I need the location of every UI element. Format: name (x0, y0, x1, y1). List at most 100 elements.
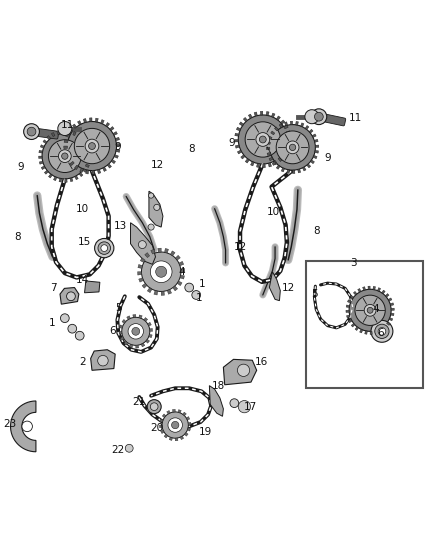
Polygon shape (179, 261, 184, 265)
Polygon shape (161, 430, 164, 433)
Polygon shape (141, 343, 145, 347)
Polygon shape (150, 328, 152, 332)
Polygon shape (239, 122, 244, 126)
Polygon shape (305, 125, 309, 130)
Polygon shape (68, 128, 73, 133)
Polygon shape (65, 179, 67, 182)
Polygon shape (170, 251, 175, 256)
Polygon shape (144, 318, 148, 321)
Text: 7: 7 (50, 282, 57, 293)
Polygon shape (72, 124, 77, 128)
Polygon shape (241, 155, 245, 159)
Polygon shape (180, 275, 184, 279)
Polygon shape (175, 255, 180, 260)
Polygon shape (237, 127, 241, 131)
Polygon shape (59, 179, 62, 182)
Polygon shape (296, 122, 298, 125)
Polygon shape (276, 165, 280, 169)
Circle shape (27, 127, 36, 136)
Polygon shape (184, 433, 188, 436)
Circle shape (371, 320, 393, 342)
Polygon shape (307, 164, 311, 168)
Circle shape (49, 140, 81, 173)
Polygon shape (151, 249, 155, 254)
Polygon shape (269, 157, 273, 161)
Text: 15: 15 (78, 237, 91, 247)
Circle shape (314, 112, 323, 121)
Polygon shape (67, 157, 71, 160)
Polygon shape (83, 168, 87, 173)
Polygon shape (145, 253, 150, 257)
Polygon shape (260, 111, 263, 115)
Polygon shape (114, 155, 118, 158)
Polygon shape (41, 166, 45, 169)
Polygon shape (47, 135, 51, 140)
Polygon shape (138, 264, 142, 269)
Text: 19: 19 (198, 427, 212, 437)
Polygon shape (298, 169, 300, 173)
Polygon shape (245, 159, 249, 163)
Polygon shape (124, 341, 128, 345)
Circle shape (132, 327, 140, 335)
Circle shape (141, 252, 181, 292)
Polygon shape (159, 425, 162, 428)
Polygon shape (147, 288, 152, 293)
Text: 18: 18 (212, 381, 225, 391)
Text: 1: 1 (199, 279, 206, 289)
Circle shape (155, 266, 167, 277)
Circle shape (95, 238, 114, 258)
Text: 8: 8 (188, 144, 195, 154)
Polygon shape (101, 119, 104, 124)
Text: 10: 10 (267, 207, 280, 217)
Polygon shape (391, 313, 394, 316)
Circle shape (138, 241, 146, 248)
Circle shape (172, 422, 179, 429)
Polygon shape (57, 131, 60, 134)
Polygon shape (139, 315, 142, 318)
Text: 12: 12 (282, 282, 295, 293)
Text: 23: 23 (3, 419, 16, 429)
Circle shape (125, 445, 133, 452)
Text: 6: 6 (377, 328, 384, 338)
Polygon shape (85, 281, 100, 293)
Text: 5: 5 (115, 303, 122, 313)
Polygon shape (119, 325, 123, 328)
Circle shape (60, 314, 69, 322)
Polygon shape (287, 137, 291, 140)
Polygon shape (161, 291, 165, 295)
Circle shape (364, 304, 376, 316)
Polygon shape (388, 298, 392, 301)
Circle shape (154, 204, 160, 211)
Circle shape (192, 290, 201, 300)
Polygon shape (66, 134, 70, 138)
Polygon shape (122, 319, 126, 324)
Polygon shape (287, 143, 291, 146)
Polygon shape (178, 410, 181, 413)
Polygon shape (91, 350, 115, 370)
Polygon shape (300, 123, 304, 127)
Polygon shape (131, 223, 155, 264)
Circle shape (290, 144, 296, 150)
Text: 16: 16 (255, 357, 268, 367)
Polygon shape (86, 148, 90, 151)
Polygon shape (346, 315, 350, 318)
Circle shape (22, 421, 32, 432)
Polygon shape (64, 140, 68, 143)
Polygon shape (43, 140, 47, 143)
Polygon shape (129, 344, 133, 348)
Polygon shape (146, 340, 150, 343)
Circle shape (238, 400, 251, 413)
Circle shape (378, 327, 386, 335)
Text: 10: 10 (76, 204, 89, 214)
Circle shape (67, 122, 117, 171)
Polygon shape (120, 337, 124, 341)
Circle shape (62, 153, 68, 159)
Circle shape (150, 261, 172, 282)
Polygon shape (358, 288, 361, 292)
Circle shape (230, 399, 239, 408)
Polygon shape (136, 345, 139, 348)
Polygon shape (154, 290, 158, 295)
Polygon shape (275, 127, 279, 131)
Circle shape (375, 324, 389, 338)
Polygon shape (237, 150, 242, 154)
